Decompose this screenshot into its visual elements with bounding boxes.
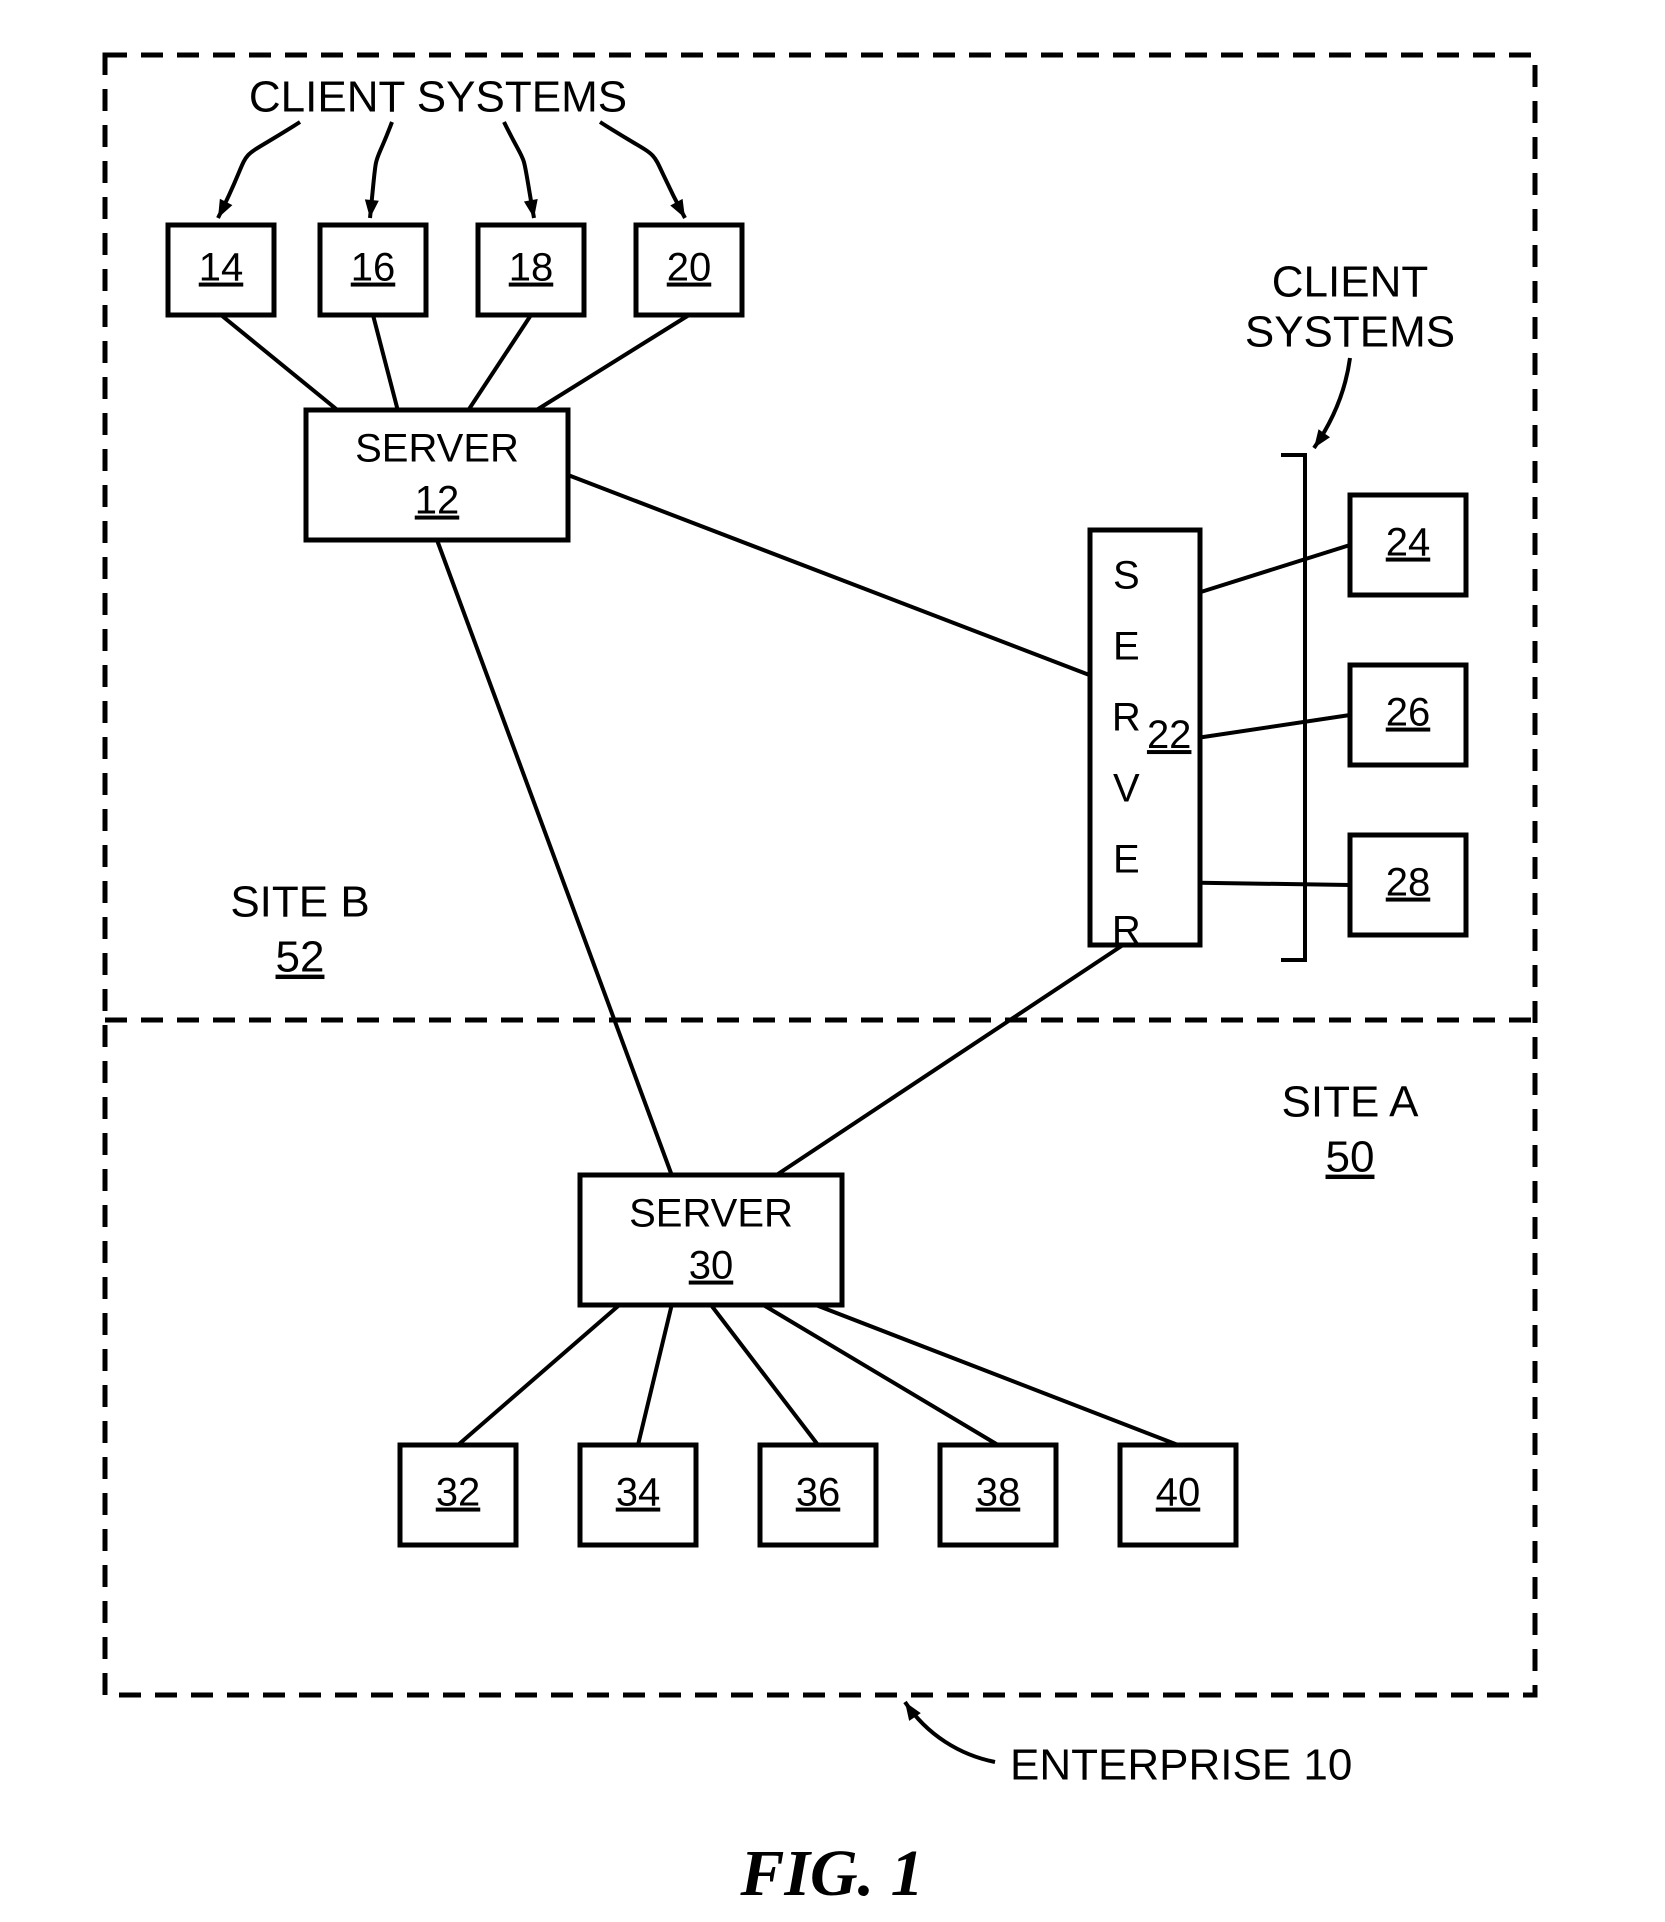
node-s12-line-0: SERVER bbox=[355, 427, 519, 471]
node-s30: SERVER 30 bbox=[580, 1175, 842, 1305]
edge-c20-s12 bbox=[537, 315, 689, 410]
edge-s30-c34 bbox=[638, 1305, 672, 1445]
node-s30-line-0: SERVER bbox=[629, 1192, 793, 1236]
node-s30-line-1: 30 bbox=[689, 1244, 734, 1288]
edge-s12-s22 bbox=[568, 475, 1090, 675]
edge-s12-s30 bbox=[437, 540, 672, 1175]
node-s22: SERVER22 bbox=[1090, 530, 1200, 953]
edge-s22-c24 bbox=[1200, 545, 1350, 592]
node-s22-vchar-0: S bbox=[1113, 554, 1140, 598]
edge-s22-c26 bbox=[1200, 715, 1350, 738]
node-c28-label: 28 bbox=[1386, 861, 1431, 905]
edge-s30-c38 bbox=[763, 1305, 998, 1445]
node-s22-vchar-4: E bbox=[1113, 838, 1140, 882]
edge-s22-c28 bbox=[1200, 883, 1350, 885]
label-client_systems_top: CLIENT SYSTEMS bbox=[249, 73, 627, 122]
node-c18-label: 18 bbox=[509, 246, 554, 290]
label-enterprise: ENTERPRISE 10 bbox=[1010, 1741, 1352, 1790]
label-site_a_l1: SITE A bbox=[1282, 1078, 1420, 1127]
top-arrow-0-shaft bbox=[218, 122, 300, 218]
node-c34-label: 34 bbox=[616, 1471, 661, 1515]
node-c26-label: 26 bbox=[1386, 691, 1431, 735]
node-c36-label: 36 bbox=[796, 1471, 841, 1515]
node-c38-label: 38 bbox=[976, 1471, 1021, 1515]
edge-s30-c40 bbox=[816, 1305, 1178, 1445]
node-c14-label: 14 bbox=[199, 246, 244, 290]
node-c20: 20 bbox=[636, 225, 742, 315]
label-site_a_l2: 50 bbox=[1326, 1133, 1375, 1182]
label-fig: FIG. 1 bbox=[739, 1837, 923, 1910]
enterprise-arrow-shaft bbox=[905, 1702, 995, 1762]
node-s22-id-label: 22 bbox=[1147, 713, 1192, 757]
node-c20-label: 20 bbox=[667, 246, 712, 290]
node-c26: 26 bbox=[1350, 665, 1466, 765]
node-c16-label: 16 bbox=[351, 246, 396, 290]
label-site_b_l1: SITE B bbox=[230, 878, 369, 927]
node-c18: 18 bbox=[478, 225, 584, 315]
top-arrow-3-head bbox=[670, 199, 685, 218]
node-c32-label: 32 bbox=[436, 1471, 481, 1515]
node-c34: 34 bbox=[580, 1445, 696, 1545]
node-c38: 38 bbox=[940, 1445, 1056, 1545]
label-client_systems_right_l1: CLIENT bbox=[1272, 258, 1428, 307]
node-c32: 32 bbox=[400, 1445, 516, 1545]
node-s22-vchar-3: V bbox=[1113, 767, 1140, 811]
node-c40: 40 bbox=[1120, 1445, 1236, 1545]
edge-s22-s30 bbox=[777, 945, 1124, 1175]
node-c28: 28 bbox=[1350, 835, 1466, 935]
diagram-svg: 14161820SERVER12SERVER22242628SERVER3032… bbox=[0, 0, 1665, 1922]
node-c16: 16 bbox=[320, 225, 426, 315]
edge-c16-s12 bbox=[373, 315, 398, 410]
edge-s30-c32 bbox=[458, 1305, 619, 1445]
right-client-arrow-head bbox=[1314, 429, 1330, 448]
node-c40-label: 40 bbox=[1156, 1471, 1201, 1515]
node-c24: 24 bbox=[1350, 495, 1466, 595]
top-arrow-0-head bbox=[218, 199, 232, 218]
node-c36: 36 bbox=[760, 1445, 876, 1545]
label-site_b_l2: 52 bbox=[276, 933, 325, 982]
edge-c14-s12 bbox=[221, 315, 337, 410]
label-client_systems_right_l2: SYSTEMS bbox=[1245, 308, 1455, 357]
node-c14: 14 bbox=[168, 225, 274, 315]
diagram-stage: 14161820SERVER12SERVER22242628SERVER3032… bbox=[0, 0, 1665, 1922]
node-s22-vchar-1: E bbox=[1113, 625, 1140, 669]
node-s12-line-1: 12 bbox=[415, 479, 460, 523]
top-arrow-3-shaft bbox=[600, 122, 685, 218]
node-s12: SERVER 12 bbox=[306, 410, 568, 540]
top-arrow-2-head bbox=[524, 199, 538, 218]
node-s22-vchar-5: R bbox=[1112, 909, 1141, 953]
edge-c18-s12 bbox=[468, 315, 531, 410]
node-c24-label: 24 bbox=[1386, 521, 1431, 565]
node-s22-vchar-2: R bbox=[1112, 696, 1141, 740]
